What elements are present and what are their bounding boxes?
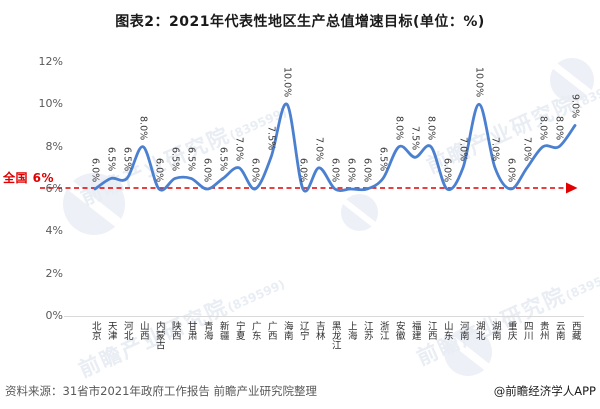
data-label: 7.5%: [409, 126, 421, 151]
x-axis-label: 湖南: [489, 321, 501, 340]
x-axis-label: 甘肃: [185, 321, 197, 340]
data-label: 7.0%: [457, 136, 469, 161]
data-label: 6.0%: [329, 157, 341, 182]
x-axis-label: 内蒙古: [153, 321, 165, 350]
watermark-logo: [444, 328, 492, 376]
data-label: 9.0%: [569, 94, 581, 119]
source-note: 资料来源：31省市2021年政府工作报告 前瞻产业研究院整理: [5, 384, 318, 398]
y-axis-label: 0%: [45, 309, 63, 322]
x-axis-label: 浙江: [377, 321, 389, 340]
x-axis-label: 上海: [345, 321, 357, 340]
watermark-logo: [341, 194, 378, 231]
data-label: 6.0%: [89, 157, 101, 182]
x-axis-label: 青海: [201, 321, 213, 340]
y-axis-label: 12%: [38, 55, 63, 68]
x-axis-label: 四川: [521, 321, 533, 340]
data-label: 7.5%: [265, 126, 277, 151]
x-axis-label: 山西: [137, 321, 149, 340]
x-axis-label: 广西: [265, 321, 277, 340]
data-label: 6.0%: [153, 157, 165, 182]
x-axis-label: 西藏: [569, 321, 581, 340]
data-label: 6.5%: [217, 147, 229, 172]
x-axis-label: 重庆: [505, 321, 517, 340]
x-axis-label: 天津: [105, 321, 117, 340]
x-axis-label: 辽宁: [297, 321, 309, 340]
data-label: 8.0%: [393, 115, 405, 140]
data-label: 6.5%: [169, 147, 181, 172]
x-axis-label: 云南: [553, 321, 565, 340]
data-label: 7.0%: [233, 136, 245, 161]
y-axis-label: 4%: [45, 224, 63, 238]
x-axis-label: 安徽: [393, 321, 405, 340]
x-axis-label: 海南: [281, 321, 293, 340]
data-label: 6.5%: [185, 147, 197, 172]
series-line: [93, 102, 577, 193]
data-label: 6.0%: [297, 157, 309, 182]
y-axis-label: 8%: [45, 139, 63, 153]
x-axis-label: 陕西: [169, 321, 181, 340]
x-axis-label: 贵州: [537, 321, 549, 340]
data-label: 6.0%: [505, 157, 517, 182]
data-label: 6.0%: [345, 157, 357, 182]
data-label: 6.0%: [249, 157, 261, 182]
data-label: 6.0%: [201, 157, 213, 182]
data-label: 8.0%: [425, 115, 437, 140]
x-axis-label: 河南: [457, 321, 469, 340]
x-axis-label: 江西: [425, 321, 437, 340]
data-label: 6.0%: [441, 157, 453, 182]
data-label: 8.0%: [137, 115, 149, 140]
data-label: 10.0%: [473, 67, 485, 98]
x-axis-label: 北京: [89, 321, 101, 340]
data-label: 7.0%: [313, 136, 325, 161]
data-label: 6.5%: [105, 147, 117, 172]
y-axis-label: 2%: [45, 266, 63, 280]
watermark-logo: [550, 58, 594, 102]
x-axis-label: 广东: [249, 321, 261, 340]
chart-title: 图表2：2021年代表性地区生产总值增速目标(单位：%): [115, 14, 485, 30]
y-axis-label: 6%: [45, 182, 63, 195]
data-label: 8.0%: [537, 115, 549, 140]
x-axis-label: 宁夏: [233, 321, 245, 340]
x-axis-label: 新疆: [217, 321, 229, 340]
data-label: 7.0%: [489, 136, 501, 161]
x-axis-label: 江苏: [361, 321, 373, 340]
x-axis-label: 湖北: [473, 321, 485, 340]
watermark-logo: [63, 173, 125, 235]
data-label: 6.5%: [121, 147, 133, 172]
x-axis-label: 黑龙江: [329, 321, 341, 350]
data-label: 7.0%: [521, 136, 533, 161]
data-label: 6.0%: [361, 157, 373, 182]
arrow-right-icon: [566, 182, 578, 194]
x-axis-label: 山东: [441, 321, 453, 340]
x-axis-label: 吉林: [313, 321, 325, 340]
national-target-label: 全国 6%: [3, 171, 55, 185]
x-axis-label: 河北: [121, 321, 133, 340]
data-label: 10.0%: [281, 67, 293, 98]
data-label: 8.0%: [553, 115, 565, 140]
credit-note: @前瞻经济学人APP: [493, 384, 596, 398]
x-axis-label: 福建: [409, 321, 421, 340]
y-axis-label: 10%: [38, 97, 63, 111]
data-label: 6.5%: [377, 147, 389, 172]
